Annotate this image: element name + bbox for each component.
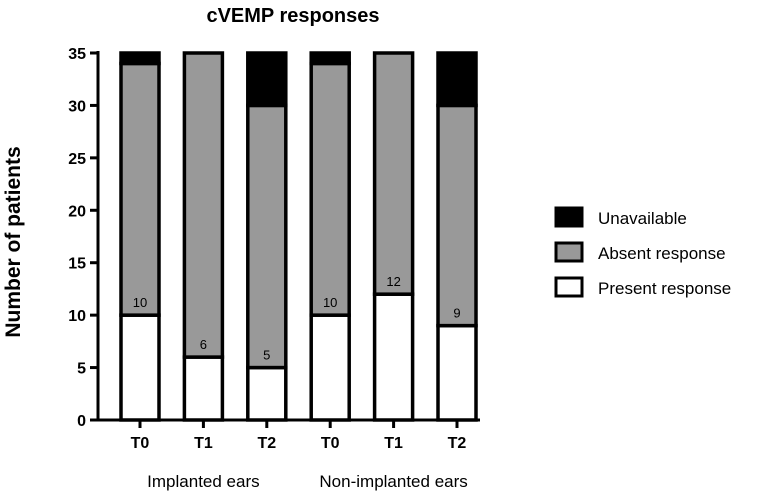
legend-swatch <box>554 206 584 228</box>
y-tick-label: 5 <box>77 361 86 378</box>
y-tick-label: 25 <box>68 151 86 168</box>
group-label: Non-implanted ears <box>319 472 467 491</box>
bar-segment-absent-response <box>372 51 415 296</box>
data-label: 9 <box>453 306 460 321</box>
legend-item: Unavailable <box>554 206 687 228</box>
legend-label: Present response <box>598 279 731 298</box>
y-tick-label: 15 <box>68 256 86 273</box>
x-tick-label: T1 <box>194 435 213 452</box>
bar-segment-absent-response <box>436 103 478 328</box>
bar-stack <box>246 51 288 422</box>
legend-label: Absent response <box>598 244 726 263</box>
bar-segment-unavailable <box>436 51 478 108</box>
bar-segment-present-response <box>372 292 415 422</box>
x-tick-label: T0 <box>321 435 340 452</box>
legend-swatch <box>554 276 584 298</box>
legend-item: Absent response <box>554 241 726 263</box>
legend-label: Unavailable <box>598 209 687 228</box>
x-tick-label: T2 <box>448 435 467 452</box>
bar-segment-unavailable <box>309 51 351 66</box>
x-tick-label: T2 <box>257 435 276 452</box>
axes-layer: 0 5 10 15 20 25 30 35 T0 T1 T2 T0 T1 T2 Implanted ears… <box>68 46 480 491</box>
y-tick-label: 0 <box>77 413 86 430</box>
bar-stack <box>119 51 161 422</box>
data-label: 10 <box>323 295 337 310</box>
bar-segment-present-response <box>246 365 288 422</box>
y-tick-label: 35 <box>68 46 86 63</box>
chart-title: cVEMP responses <box>206 5 379 27</box>
bar-segment-present-response <box>436 323 478 422</box>
bar-stack <box>182 51 225 422</box>
bar-stack <box>436 51 478 422</box>
legend-swatch <box>554 241 584 263</box>
bar-stack <box>372 51 415 422</box>
bar-segment-present-response <box>119 313 161 422</box>
legend: Unavailable Absent response Present respon… <box>554 206 731 298</box>
bar-segment-unavailable <box>246 51 288 108</box>
bar-stack <box>309 51 351 422</box>
bar-segment-unavailable <box>119 51 161 66</box>
data-label: 5 <box>263 348 270 363</box>
x-tick-label: T1 <box>384 435 403 452</box>
bar-segment-absent-response <box>246 103 288 370</box>
y-tick-label: 10 <box>68 308 86 325</box>
y-axis-label: Number of patients <box>2 146 25 337</box>
bar-segment-present-response <box>182 355 225 422</box>
bar-segment-absent-response <box>309 61 351 317</box>
x-tick-label: T0 <box>131 435 150 452</box>
group-label: Implanted ears <box>147 472 259 491</box>
bar-segment-absent-response <box>182 51 225 359</box>
legend-item: Present response <box>554 276 731 298</box>
data-label: 10 <box>133 295 147 310</box>
y-tick-label: 30 <box>68 98 86 115</box>
y-tick-label: 20 <box>68 203 86 220</box>
bar-segment-absent-response <box>119 61 161 317</box>
data-label: 12 <box>386 274 400 289</box>
bar-segment-present-response <box>309 313 351 422</box>
bars-layer: 10 6 5 10 12 9 <box>119 51 478 422</box>
data-label: 6 <box>200 337 207 352</box>
